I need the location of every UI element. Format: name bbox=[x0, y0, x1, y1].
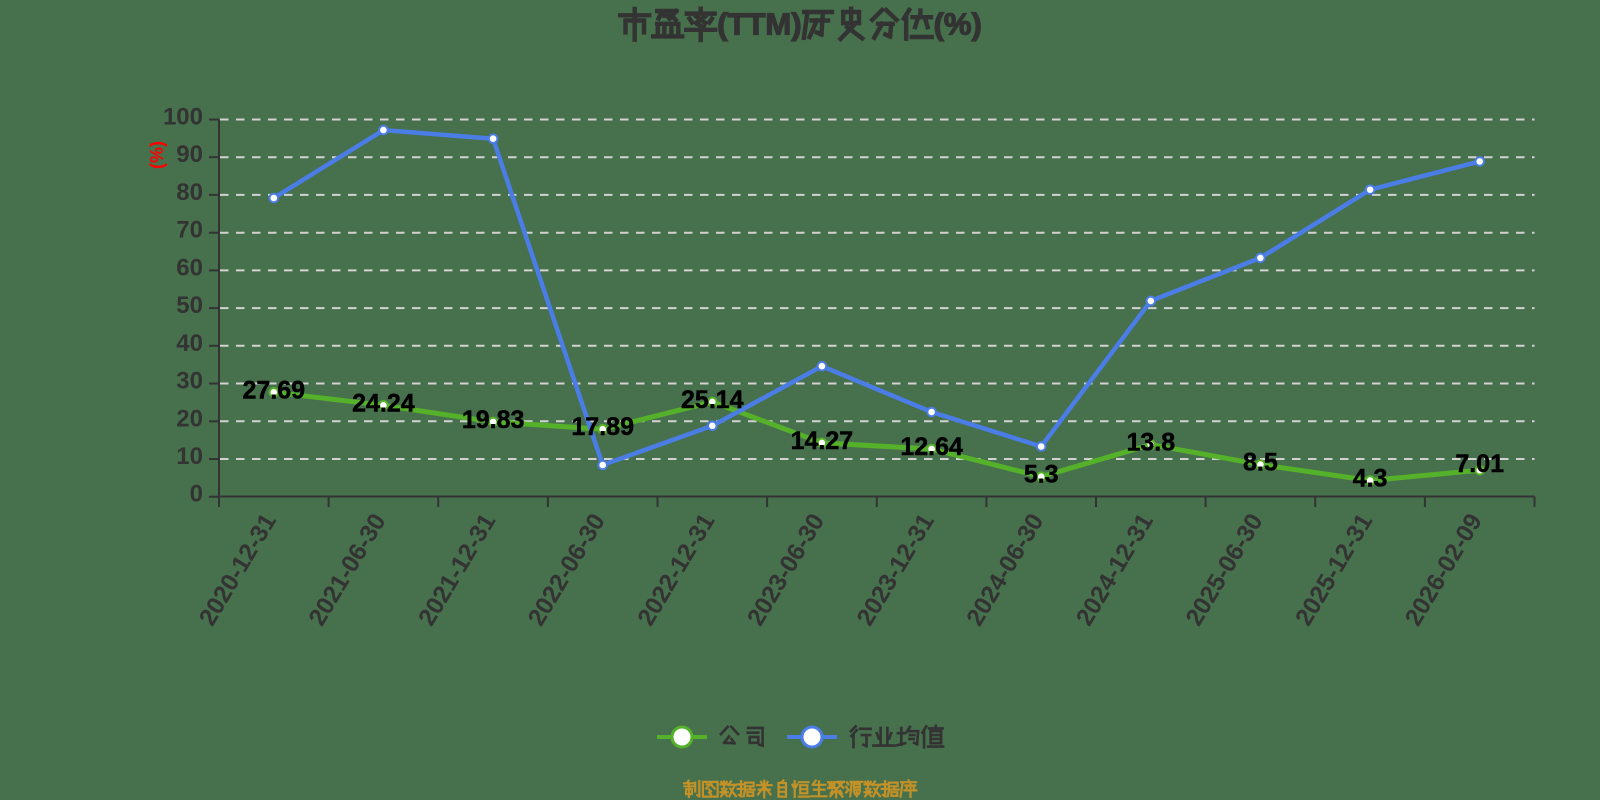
svg-text:30: 30 bbox=[176, 368, 203, 395]
svg-text:20: 20 bbox=[176, 405, 203, 432]
svg-text:24.24: 24.24 bbox=[352, 389, 415, 417]
svg-text:50: 50 bbox=[176, 292, 203, 319]
svg-text:70: 70 bbox=[176, 217, 203, 244]
svg-text:19.83: 19.83 bbox=[462, 406, 525, 434]
svg-text:27.69: 27.69 bbox=[243, 376, 306, 404]
svg-text:(%): (%) bbox=[147, 141, 167, 169]
svg-text:60: 60 bbox=[176, 254, 203, 281]
svg-text:80: 80 bbox=[176, 179, 203, 206]
svg-text:(TTM): (TTM) bbox=[717, 7, 801, 42]
svg-text:17.89: 17.89 bbox=[571, 413, 634, 441]
svg-text:90: 90 bbox=[176, 141, 203, 168]
svg-text:(%): (%) bbox=[934, 7, 982, 42]
svg-text:4.3: 4.3 bbox=[1353, 465, 1388, 493]
svg-text:13.8: 13.8 bbox=[1126, 429, 1175, 457]
svg-text:7.01: 7.01 bbox=[1455, 450, 1504, 478]
svg-text:8.5: 8.5 bbox=[1243, 449, 1278, 477]
svg-text:10: 10 bbox=[176, 443, 203, 470]
svg-text:25.14: 25.14 bbox=[681, 386, 744, 414]
svg-text:0: 0 bbox=[190, 481, 203, 508]
svg-text:40: 40 bbox=[176, 330, 203, 357]
svg-text:100: 100 bbox=[163, 104, 203, 131]
svg-text:5.3: 5.3 bbox=[1024, 461, 1059, 489]
svg-text:14.27: 14.27 bbox=[791, 427, 854, 455]
svg-text:12.64: 12.64 bbox=[900, 433, 963, 461]
